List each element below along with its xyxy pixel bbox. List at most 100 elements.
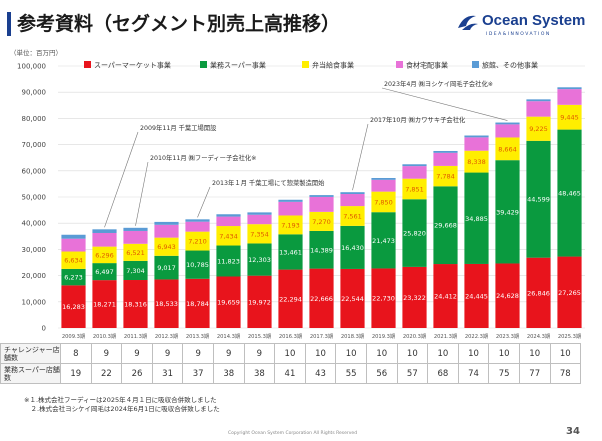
- data-label: 8,338: [467, 158, 486, 166]
- legend-swatch: [472, 61, 479, 68]
- annotation-leader: [381, 87, 508, 121]
- table-cell: 10: [518, 343, 551, 364]
- data-label: 22,730: [372, 295, 395, 303]
- bar-segment: [495, 124, 520, 138]
- y-tick-label: 30,000: [22, 246, 47, 254]
- table-cell: 38: [212, 363, 245, 384]
- table-cell: 10: [457, 343, 490, 364]
- y-tick-label: 80,000: [22, 115, 47, 123]
- title-accent-bar: [7, 12, 11, 36]
- annotation-text: 2010年11月 ㈱フーディー子会社化※: [150, 153, 256, 162]
- page-title: 参考資料（セグメント別売上高推移）: [17, 13, 341, 35]
- x-tick-label: 2010.3期: [93, 333, 116, 340]
- data-label: 7,354: [250, 230, 269, 238]
- bar-segment: [185, 221, 210, 232]
- bar-segment: [433, 264, 458, 328]
- data-label: 8,664: [498, 145, 517, 153]
- bar-segment: [371, 179, 396, 192]
- legend-swatch: [302, 61, 309, 68]
- annotation-leader: [352, 123, 369, 191]
- bar-segment: [61, 285, 86, 328]
- table-cell: 10: [274, 343, 306, 364]
- footnote-2: ２.株式会社ヨシケイ岡毛は2024年6月1日に吸収合併致しました: [24, 405, 220, 413]
- bar-segment: [495, 263, 520, 328]
- legend-label: 旅館、その他事業: [482, 61, 538, 70]
- bar-segment: [185, 219, 210, 222]
- table-cell: 10: [549, 343, 582, 364]
- bar-segment: [216, 226, 241, 246]
- legend-swatch: [396, 61, 403, 68]
- table-cell: 22: [90, 363, 123, 384]
- table-cell: 68: [427, 363, 459, 384]
- bar-segment: [371, 191, 396, 213]
- bar-segment: [433, 186, 458, 265]
- data-label: 7,434: [219, 232, 238, 240]
- bar-segment: [526, 99, 551, 102]
- bar-segment: [154, 279, 179, 328]
- legend-label: 食材宅配事業: [406, 61, 448, 70]
- data-label: 7,210: [188, 238, 207, 246]
- bar-segment: [154, 255, 179, 280]
- bar-segment: [309, 268, 334, 328]
- unit-label: （単位：百万円）: [10, 49, 62, 57]
- data-label: 6,296: [95, 251, 114, 259]
- table-cell: 10: [427, 343, 459, 364]
- bar-segment: [557, 256, 582, 328]
- data-label: 34,885: [465, 215, 488, 223]
- legend-swatch: [84, 61, 91, 68]
- data-label: 12,303: [248, 256, 271, 264]
- bar-segment: [340, 268, 365, 328]
- table-cell: 9: [212, 343, 245, 364]
- data-label: 18,271: [93, 301, 116, 309]
- data-label: 7,850: [374, 198, 393, 206]
- x-tick-label: 2013.3期: [186, 333, 209, 340]
- logo-name: Ocean System: [482, 12, 586, 29]
- annotation-text: 2017年10月 ㈱カワサキ子会社化: [370, 115, 466, 124]
- bar-segment: [340, 225, 365, 269]
- bar-segment: [154, 237, 179, 256]
- legend-swatch: [200, 61, 207, 68]
- data-label: 18,533: [155, 300, 178, 308]
- data-label: 7,561: [343, 212, 362, 220]
- table-cell: 56: [365, 363, 398, 384]
- data-label: 14,389: [310, 246, 333, 254]
- table-cell: 9: [151, 343, 184, 364]
- data-label: 6,634: [64, 257, 83, 265]
- bar-segment: [464, 135, 489, 138]
- data-label: 11,823: [217, 258, 240, 266]
- bar-segment: [92, 246, 117, 264]
- table-cell: 10: [304, 343, 337, 364]
- bar-segment: [495, 137, 520, 161]
- table-cell: 74: [457, 363, 490, 384]
- bar-segment: [61, 268, 86, 286]
- bar-segment: [557, 87, 582, 90]
- bar-segment: [247, 214, 272, 225]
- data-label: 6,521: [126, 249, 145, 257]
- x-tick-label: 2022.3期: [465, 333, 488, 340]
- table-cell: 31: [151, 363, 184, 384]
- table-cell: 9: [182, 343, 214, 364]
- bar-segment: [340, 194, 365, 207]
- bar-segment: [92, 280, 117, 328]
- data-label: 22,294: [279, 295, 302, 303]
- company-logo: Ocean System IDEA&INNOVATION: [456, 12, 596, 44]
- x-tick-label: 2020.3期: [403, 333, 426, 340]
- data-label: 29,668: [434, 222, 457, 230]
- copyright: Copyright Ocean System Corporation All R…: [228, 431, 358, 436]
- bar-segment: [495, 160, 520, 264]
- bar-segment: [464, 150, 489, 173]
- bar-segment: [371, 177, 396, 180]
- data-label: 27,265: [558, 289, 581, 297]
- bar-segment: [526, 257, 551, 328]
- bar-segment: [371, 212, 396, 269]
- table-cell: 37: [182, 363, 214, 384]
- table-row: 業務スーパー店舗数 19 22 26 31 37 38 38 41 43 55 …: [0, 363, 582, 384]
- annotation-leader: [197, 186, 211, 218]
- bar-segment: [216, 216, 241, 227]
- footnotes: ※１.株式会社フーディーは2025年４月１日に吸収合併致しました ２.株式会社ヨ…: [24, 396, 220, 414]
- bar-segment: [278, 199, 303, 202]
- bar-segment: [92, 263, 117, 281]
- bar-segment: [278, 234, 303, 270]
- data-label: 9,445: [560, 114, 579, 122]
- table-cell: 43: [304, 363, 337, 384]
